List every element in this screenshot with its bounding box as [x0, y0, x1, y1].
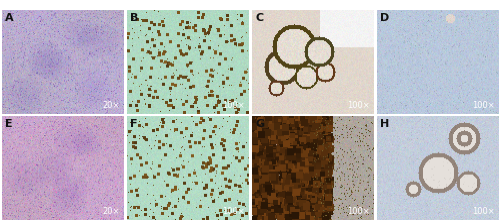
Text: F: F — [130, 119, 138, 129]
Text: B: B — [130, 13, 138, 23]
Text: E: E — [5, 119, 13, 129]
Text: D: D — [380, 13, 390, 23]
Text: 100×: 100× — [472, 207, 495, 216]
Text: 20×: 20× — [102, 207, 120, 216]
Text: 100×: 100× — [472, 101, 495, 110]
Text: A: A — [5, 13, 14, 23]
Text: 100×: 100× — [347, 101, 370, 110]
Text: C: C — [255, 13, 264, 23]
Text: 100×: 100× — [222, 101, 245, 110]
Text: 20×: 20× — [102, 101, 120, 110]
Text: 100×: 100× — [222, 207, 245, 216]
Text: 100×: 100× — [347, 207, 370, 216]
Text: H: H — [380, 119, 390, 129]
Text: G: G — [255, 119, 264, 129]
